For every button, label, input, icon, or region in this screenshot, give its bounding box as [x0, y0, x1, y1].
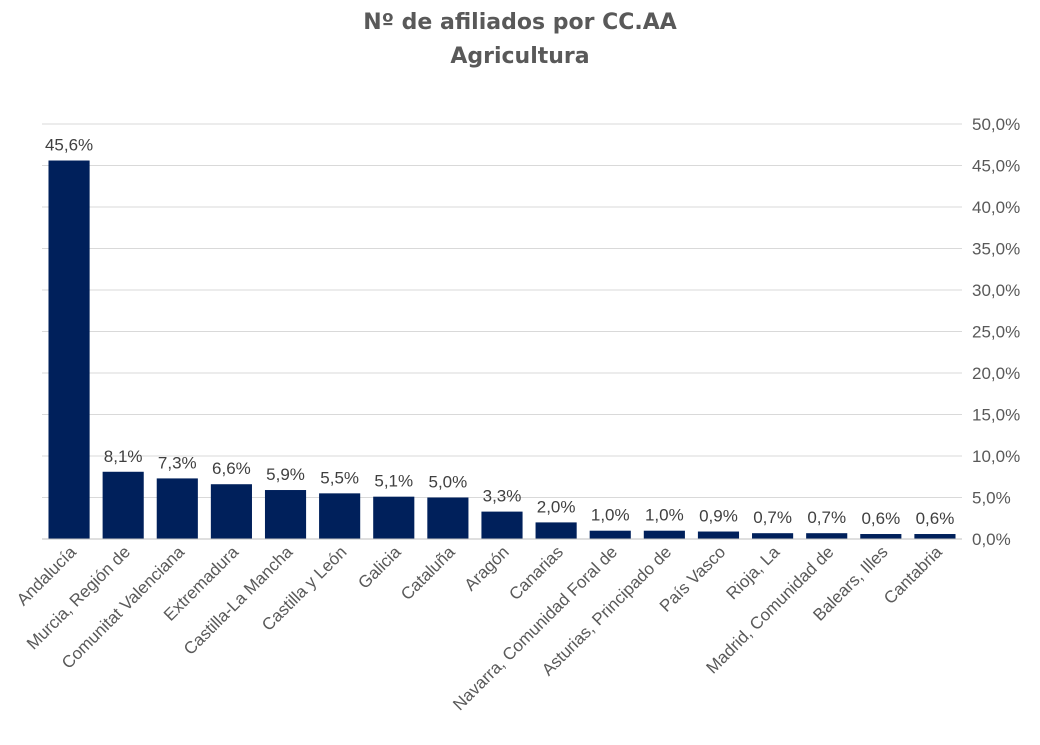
bar [319, 493, 361, 539]
category-label: Murcia, Región de [23, 542, 134, 653]
data-label: 6,6% [212, 459, 251, 478]
bar [102, 471, 144, 539]
bar [752, 533, 794, 539]
y-tick-label: 0,0% [972, 530, 1011, 549]
data-label: 1,0% [645, 506, 684, 525]
y-tick-label: 10,0% [972, 447, 1020, 466]
bar [806, 533, 848, 539]
chart-subtitle: Agricultura [450, 44, 590, 69]
bar [914, 534, 956, 539]
data-label: 0,6% [861, 509, 900, 528]
data-label: 5,1% [374, 472, 413, 491]
y-tick-label: 45,0% [972, 157, 1020, 176]
bar [48, 160, 90, 539]
bar [589, 530, 631, 539]
y-tick-label: 20,0% [972, 364, 1020, 383]
data-label: 5,5% [320, 468, 359, 487]
data-label: 1,0% [591, 506, 630, 525]
y-tick-label: 30,0% [972, 281, 1020, 300]
chart-title: Nº de afiliados por CC.AA [363, 10, 677, 35]
bar [264, 490, 307, 539]
data-label: 0,6% [916, 509, 955, 528]
bar [156, 478, 198, 539]
y-tick-label: 15,0% [972, 406, 1020, 425]
bar [860, 534, 902, 539]
y-tick-label: 25,0% [972, 323, 1020, 342]
bar [643, 530, 685, 539]
category-label: Cantabria [880, 542, 946, 608]
y-tick-label: 50,0% [972, 115, 1020, 134]
bar [535, 522, 577, 539]
data-label: 0,9% [699, 507, 738, 526]
y-tick-label: 35,0% [972, 240, 1020, 259]
bar [373, 496, 415, 539]
y-tick-label: 5,0% [972, 489, 1011, 508]
data-label: 2,0% [537, 497, 576, 516]
data-label: 7,3% [158, 453, 197, 472]
data-label: 5,0% [429, 473, 468, 492]
bar [210, 484, 252, 539]
bar [697, 531, 740, 539]
y-tick-label: 40,0% [972, 198, 1020, 217]
data-label: 45,6% [45, 136, 93, 155]
category-label: Cataluña [397, 542, 459, 604]
bar [481, 511, 523, 539]
data-label: 5,9% [266, 465, 305, 484]
data-label: 0,7% [753, 508, 792, 527]
bar [427, 497, 469, 539]
category-label: Aragón [461, 542, 513, 594]
data-label: 8,1% [104, 447, 143, 466]
category-label: Galicia [354, 542, 405, 593]
data-label: 0,7% [807, 508, 846, 527]
data-label: 3,3% [483, 487, 522, 506]
